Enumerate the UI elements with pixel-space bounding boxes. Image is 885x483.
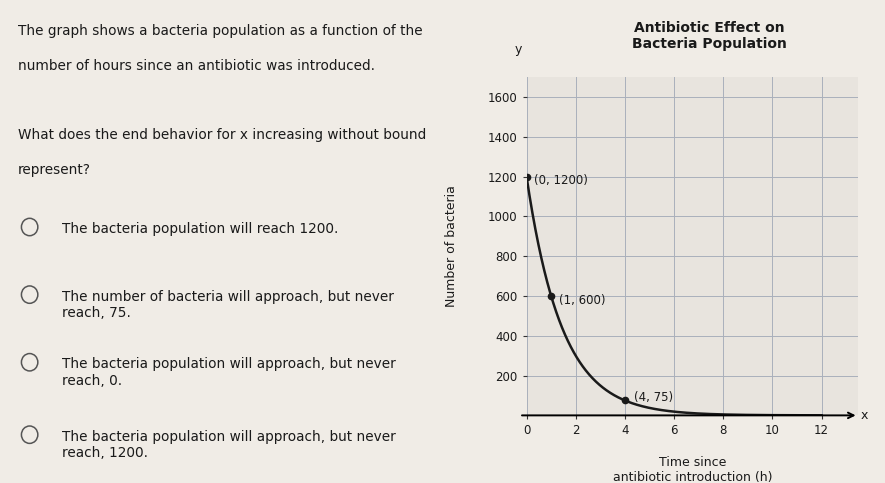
- Text: represent?: represent?: [19, 163, 91, 177]
- Text: What does the end behavior for x increasing without bound: What does the end behavior for x increas…: [19, 128, 427, 142]
- Text: number of hours since an antibiotic was introduced.: number of hours since an antibiotic was …: [19, 59, 375, 73]
- Text: The bacteria population will reach 1200.: The bacteria population will reach 1200.: [62, 222, 338, 236]
- Text: Number of bacteria: Number of bacteria: [445, 185, 458, 307]
- Text: The bacteria population will approach, but never
reach, 0.: The bacteria population will approach, b…: [62, 357, 396, 388]
- Text: (0, 1200): (0, 1200): [534, 174, 588, 187]
- Text: The number of bacteria will approach, but never
reach, 75.: The number of bacteria will approach, bu…: [62, 290, 394, 320]
- Text: Antibiotic Effect on
Bacteria Population: Antibiotic Effect on Bacteria Population: [632, 20, 787, 51]
- Text: (1, 600): (1, 600): [558, 294, 605, 307]
- Text: Time since
antibiotic introduction (h): Time since antibiotic introduction (h): [612, 456, 773, 483]
- Text: y: y: [515, 43, 522, 56]
- Text: (4, 75): (4, 75): [634, 391, 673, 404]
- Text: The bacteria population will approach, but never
reach, 1200.: The bacteria population will approach, b…: [62, 430, 396, 460]
- Text: The graph shows a bacteria population as a function of the: The graph shows a bacteria population as…: [19, 24, 423, 38]
- Text: x: x: [861, 409, 868, 422]
